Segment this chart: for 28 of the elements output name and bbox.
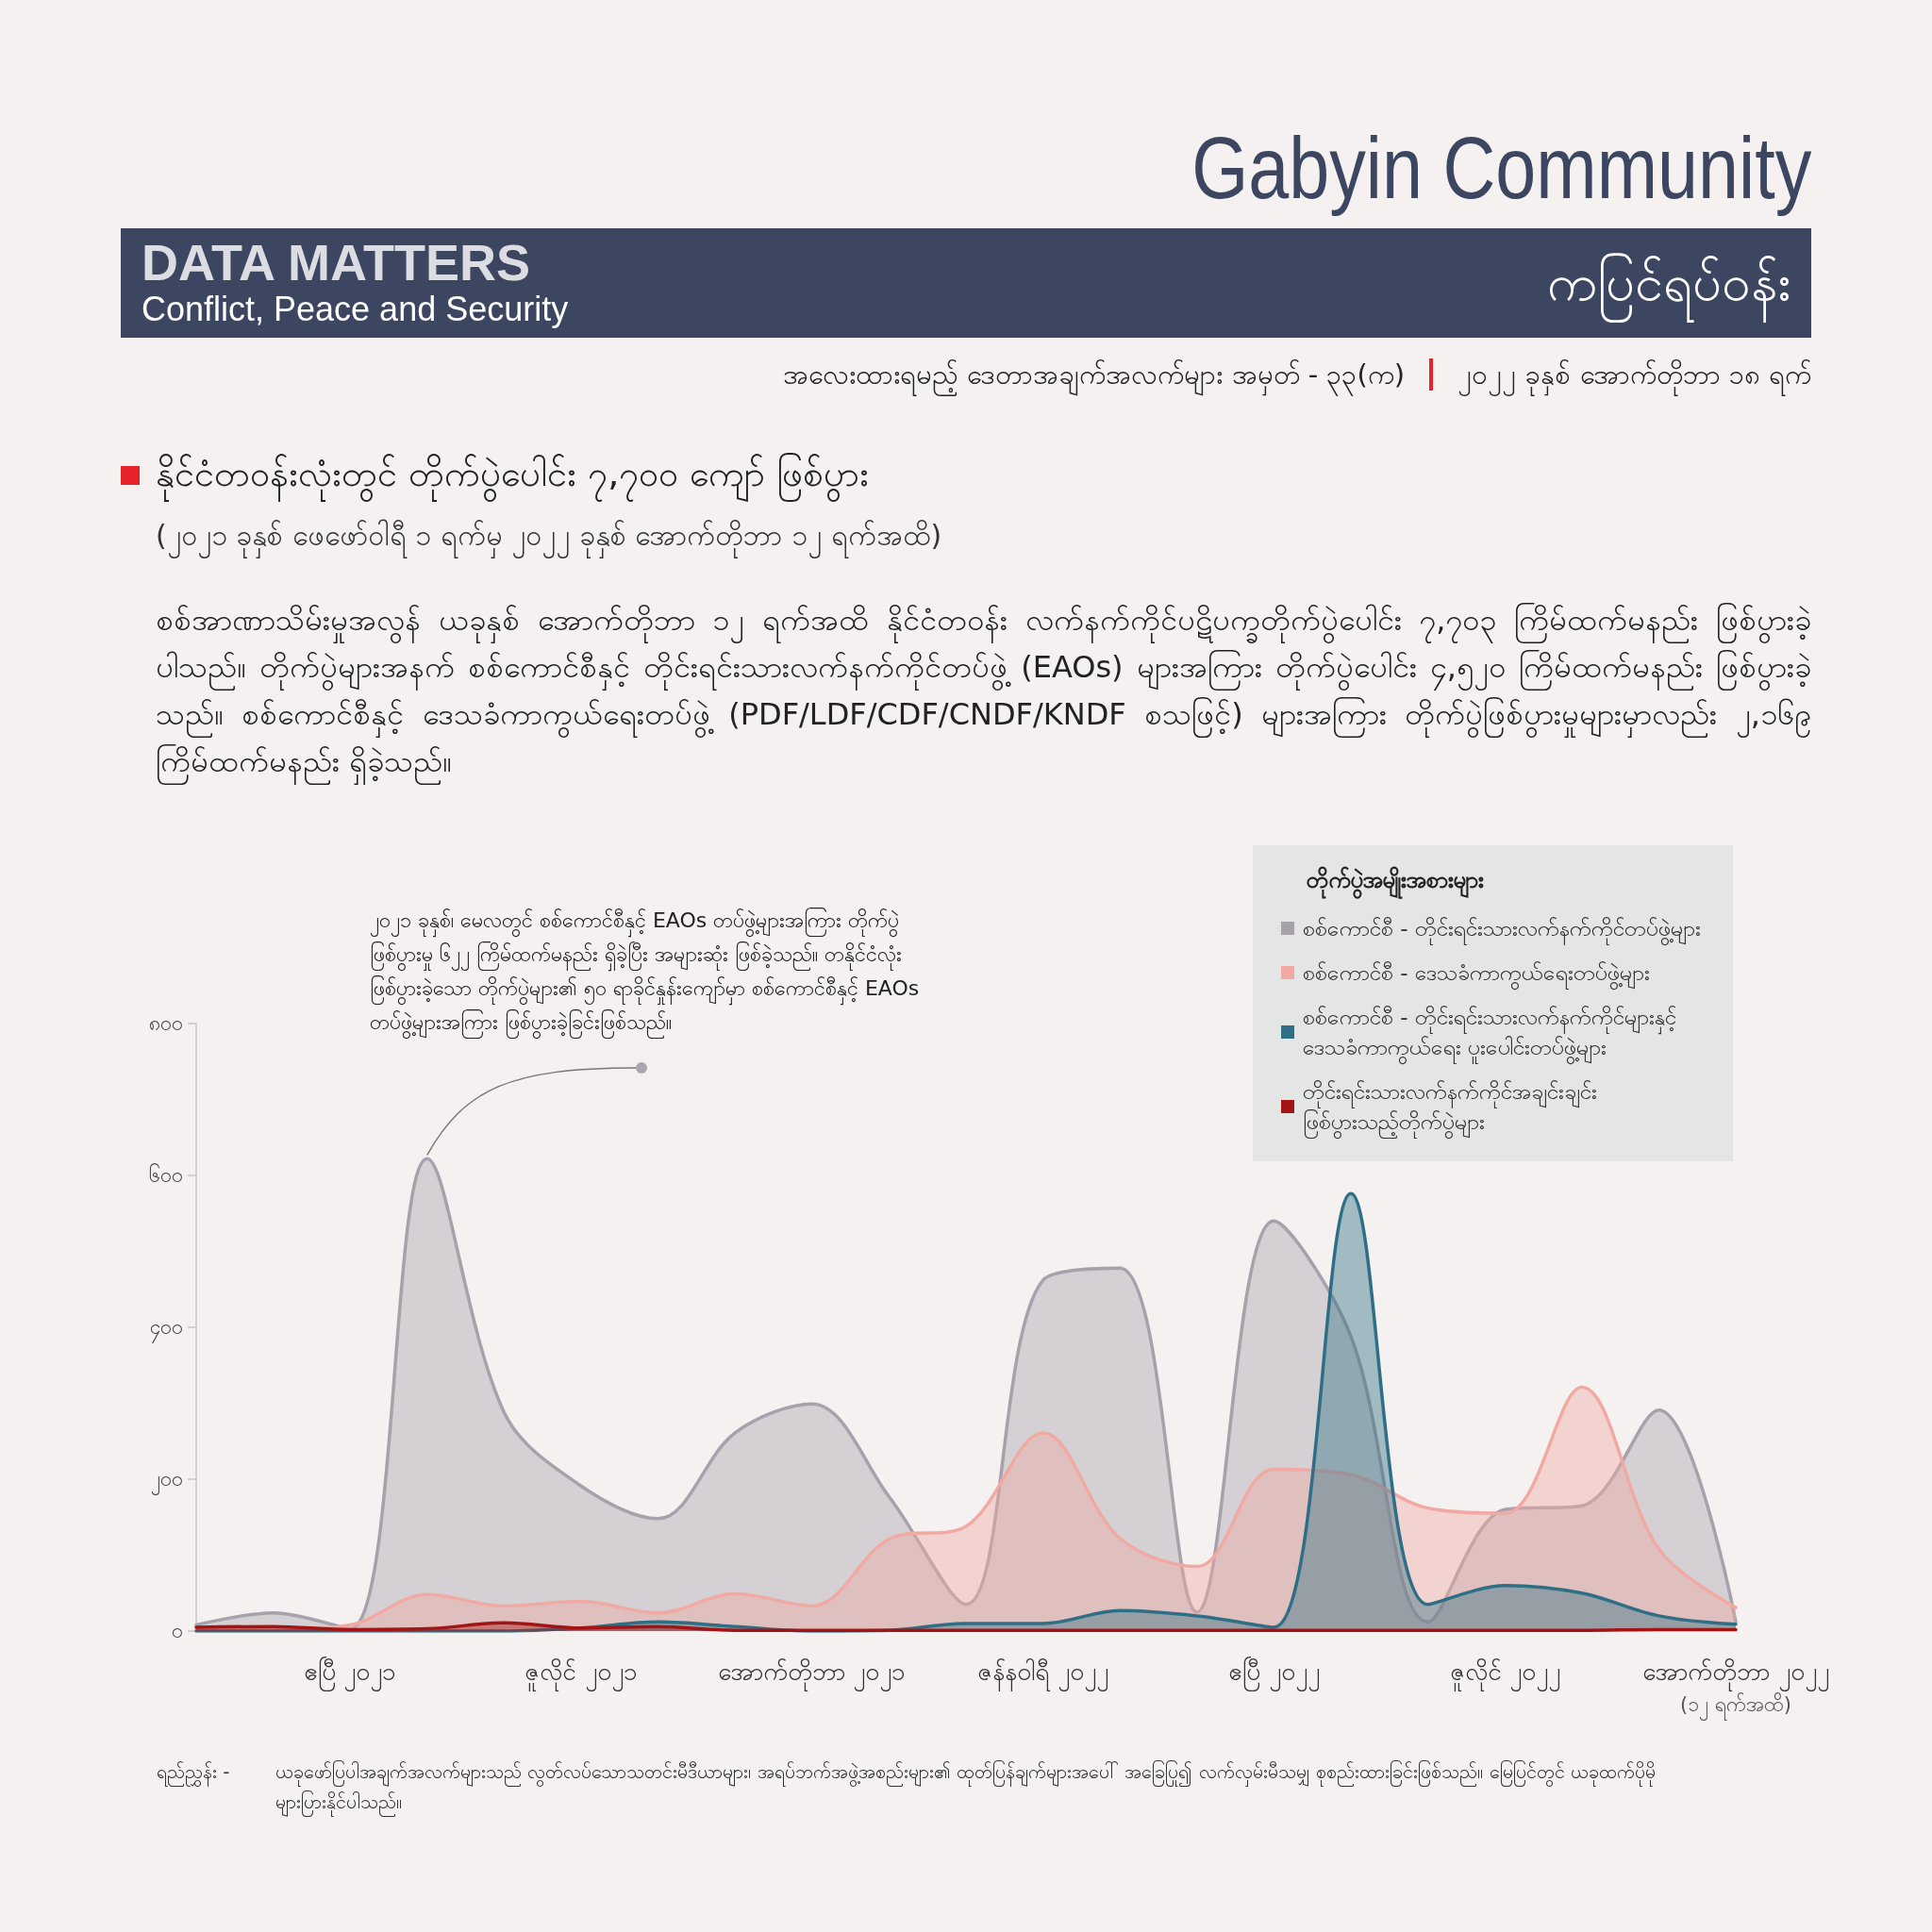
y-tick-label: ၀ (172, 1620, 183, 1642)
legend-title: တိုက်ပွဲအမျိုးအစားများ (1307, 866, 1484, 899)
x-tick-label: ဇူလိုင် ၂၀၂၂ (1449, 1657, 1560, 1691)
y-tick-label: ၈၀၀ (149, 1012, 183, 1035)
chart-title: နိုင်ငံတဝန်းလုံးတွင် တိုက်ပွဲပေါင်း ၇,၇၀၀ ကျော် ဖြစ်ပွား (156, 452, 870, 504)
x-tick-label: ဇန်နဝါရီ ၂၀၂၂ (977, 1657, 1108, 1691)
y-tick-label: ၄၀၀ (150, 1316, 183, 1343)
legend-label: တိုင်းရင်းသားလက်နက်ကိုင်အချင်းချင်း ဖြစ်ပွားသည့်တိုက်ပွဲများ (1303, 1079, 1597, 1140)
chart-subtitle: (၂၀၂၁ ခုနှစ် ဖေဖော်ဝါရီ ၁ ရက်မှ ၂၀၂၂ ခုနှစ် အောက်တိုဘာ ၁၂ ရက်အထိ) (156, 518, 942, 560)
legend-label: စစ်ကောင်စီ - တိုင်းရင်းသားလက်နက်ကိုင်များနှင့် ဒေသခံကာကွယ်ရေး ပူးပေါင်းတပ်ဖွဲ့များ (1303, 1005, 1676, 1065)
legend-label: စစ်ကောင်စီ - ဒေသခံကာကွယ်ရေးတပ်ဖွဲ့များ (1303, 960, 1650, 991)
text: ၂၀၂၂ ခုနှစ် အောက်တိုဘာ ၁၈ ရက် (1457, 358, 1811, 398)
text: ယခုဖော်ပြပါအချက်အလက်များသည် လွတ်လပ်သောသတင်းမီဒီယာများ၊ အရပ်ဘက်အဖွဲ့အစည်းများ၏ ထုတ်ပြန်ချက်များအပေါ် အခြေပြု၍ လက်လှမ်းမီသမျှ စုစည်းထားခြင်းဖြစ်သည်။ မြေပြင်တွင် ယခုထက်ပိုမို များပြားနိုင်ပါသည်။ (275, 1759, 1657, 1817)
text: Conflict, Peace and Security (142, 289, 569, 330)
x-tick-label: အောက်တိုဘာ ၂၀၂၁ (718, 1657, 907, 1691)
annotation: ၂၀၂၁ ခုနှစ်၊ မေလတွင် စစ်ကောင်စီနှင့် EAOs တပ်ဖွဲ့များအကြား တိုက်ပွဲဖြစ်ပွားမှု ၆၂၂ ကြိမ်ထက်မနည်း ရှိခဲ့ပြီး အများဆုံး ဖြစ်ခဲ့သည်။ တနိုင်ငံလုံး ဖြစ်ပွားခဲ့သော တိုက်ပွဲများ၏ ၅၀ ရာခိုင်နှုန်းကျော်မှာ စစ်ကောင်စီနှင့် EAOs တပ်ဖွဲ့များအကြား ဖြစ်ပွားခဲ့ခြင်းဖြစ်သည်။ (370, 907, 921, 1040)
x-tick-label: အောက်တိုဘာ ၂၀၂၂ (၁၂ ရက်အထိ) (1642, 1657, 1829, 1721)
text: DATA MATTERS (142, 234, 530, 291)
text: ရည်ညွှန်း - (157, 1759, 230, 1787)
y-tick-label: ၂၀၀ (151, 1468, 183, 1495)
x-tick-label: ဧပြီ ၂၀၂၂ (1228, 1656, 1320, 1691)
x-tick-label: ဧပြီ ၂၀၂၁ (304, 1656, 397, 1691)
text: Gabyin Community (1191, 119, 1811, 217)
y-tick-label: ၆၀၀ (149, 1163, 183, 1187)
x-tick-label: ဇူလိုင် ၂၀၂၁ (525, 1657, 638, 1691)
text: အလေးထားရမည့် ဒေတာအချက်အလက်များ အမှတ် - ၃၃(က) (783, 358, 1406, 398)
text: စစ်အာဏာသိမ်းမှုအလွန် ယခုနှစ် အောက်တိုဘာ ၁၂ ရက်အထိ နိုင်ငံတဝန်း လက်နက်ကိုင်ပဋိပက္ခတိုက်ပွဲပေါင်း ၇,၇၀၃ ကြိမ်ထက်မနည်း ဖြစ်ပွားခဲ့ပါသည်။ တိုက်ပွဲများအနက် စစ်ကောင်စီနှင့် တိုင်းရင်းသားလက်နက်ကိုင်တပ်ဖွဲ့ (EAOs) များအကြား တိုက်ပွဲပေါင်း ၄,၅၂၀ ကြိမ်ထက်မနည်း ဖြစ်ပွားခဲ့သည်။ စစ်ကောင်စီနှင့် ဒေသခံကာကွယ်ရေးတပ်ဖွဲ့ (PDF/LDF/CDF/CNDF/KNDF စသဖြင့်) များအကြား တိုက်ပွဲဖြစ်ပွားမှုများမှာလည်း ၂,၁၆၉ ကြိမ်ထက်မနည်း ရှိခဲ့သည်။ (156, 601, 1811, 785)
legend-label: စစ်ကောင်စီ - တိုင်းရင်းသားလက်နက်ကိုင်တပ်ဖွဲ့များ (1303, 916, 1701, 946)
